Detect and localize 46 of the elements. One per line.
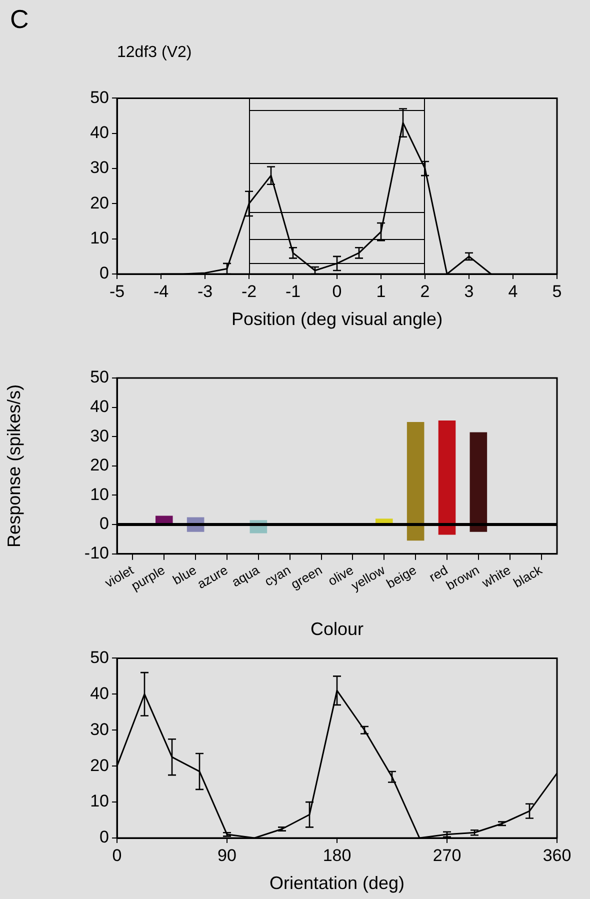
y-tick-label: 30 — [90, 158, 109, 178]
x-tick-label: 1 — [376, 282, 386, 301]
x-tick-label: -3 — [197, 282, 213, 301]
x-tick-label: 3 — [464, 282, 474, 301]
y-tick-label: 40 — [90, 684, 109, 703]
x-tick-label: 5 — [552, 282, 562, 301]
x-tick-label: 90 — [218, 846, 236, 865]
y-tick-label: 10 — [90, 484, 109, 504]
x-tick-label: black — [510, 562, 545, 590]
y-tick-label: 0 — [100, 828, 109, 847]
x-axis-title: Orientation (deg) — [269, 873, 405, 894]
y-tick-label: 20 — [90, 456, 109, 475]
x-tick-label: -1 — [285, 282, 301, 301]
x-axis-title: Colour — [310, 619, 364, 640]
y-axis-title: Response (spikes/s) — [4, 384, 24, 548]
y-tick-label: 50 — [90, 648, 109, 667]
x-tick-label: -2 — [241, 282, 257, 301]
y-tick-label: 50 — [90, 368, 109, 387]
chart-title: 12df3 (V2) — [117, 44, 192, 62]
y-tick-label: 10 — [90, 228, 109, 248]
y-tick-label: 10 — [90, 792, 109, 811]
text: C — [10, 4, 29, 35]
x-tick-label: 360 — [542, 846, 572, 865]
y-tick-label: 40 — [90, 396, 109, 416]
x-tick-label: -4 — [153, 282, 169, 301]
x-axis-title: Position (deg visual angle) — [231, 309, 443, 330]
y-tick-label: 0 — [100, 514, 109, 534]
y-tick-label: 50 — [90, 88, 109, 107]
x-tick-label: 4 — [508, 282, 518, 301]
y-tick-label: 0 — [100, 264, 109, 283]
y-tick-label: 40 — [90, 123, 109, 142]
x-tick-label: beige — [384, 562, 419, 592]
x-tick-label: cyan — [262, 562, 294, 590]
x-tick-label: -5 — [109, 282, 125, 301]
x-tick-label: 2 — [420, 282, 430, 301]
y-tick-label: 30 — [90, 426, 109, 446]
x-tick-label: aqua — [229, 562, 262, 590]
x-tick-label: 270 — [432, 846, 462, 865]
x-tick-label: 180 — [322, 846, 352, 865]
y-tick-label: 30 — [90, 720, 109, 739]
y-tick-label: 20 — [90, 193, 109, 212]
x-tick-label: 0 — [112, 846, 122, 865]
y-tick-label: -10 — [84, 544, 109, 563]
x-tick-label: white — [478, 562, 514, 591]
y-tick-label: 20 — [90, 756, 109, 775]
x-tick-label: 0 — [332, 282, 342, 301]
